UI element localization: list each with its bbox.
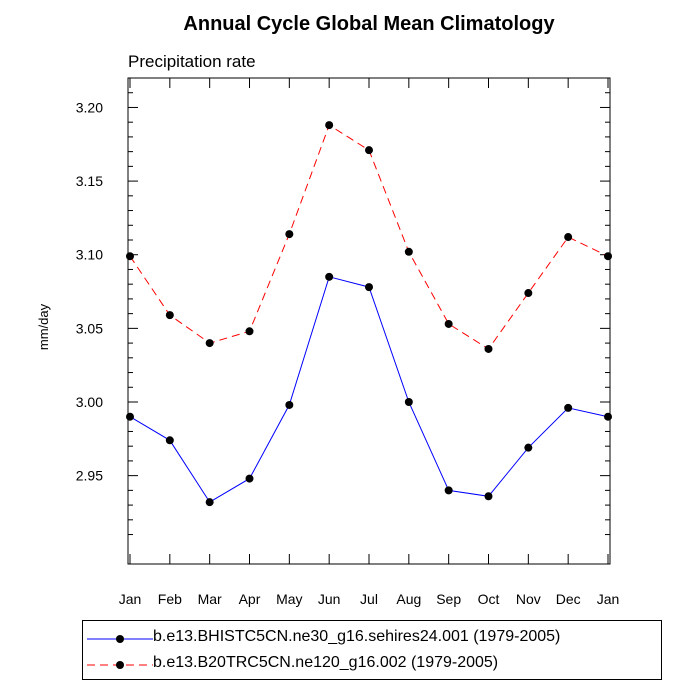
x-tick-label: Jun bbox=[318, 591, 341, 607]
series-1-point bbox=[126, 412, 134, 421]
y-tick-label: 3.05 bbox=[76, 320, 103, 336]
series-2-point bbox=[444, 319, 453, 328]
series-1-point bbox=[245, 474, 254, 483]
x-tick-label: Jul bbox=[360, 591, 378, 607]
series-line-1 bbox=[129, 276, 609, 503]
series-1-point bbox=[484, 492, 493, 501]
series-2-point bbox=[126, 252, 134, 261]
series-1-point bbox=[365, 283, 373, 292]
y-axis-label: mm/day bbox=[36, 303, 51, 350]
series-2-point bbox=[205, 339, 214, 348]
series-1-point bbox=[205, 498, 214, 507]
series-2-point bbox=[484, 344, 493, 353]
y-tick-label: 3.20 bbox=[76, 99, 103, 115]
series-line-2 bbox=[129, 124, 609, 350]
series-1-point bbox=[444, 486, 453, 495]
y-tick-label: 3.10 bbox=[76, 247, 103, 263]
legend-swatch-series-2 bbox=[87, 661, 153, 669]
x-tick-label: May bbox=[276, 591, 302, 607]
series-1-point bbox=[325, 272, 334, 281]
x-tick-label: Sep bbox=[436, 591, 461, 607]
x-tick-label: Mar bbox=[198, 591, 222, 607]
x-tick-label: Aug bbox=[396, 591, 421, 607]
series-2-point bbox=[245, 327, 254, 336]
series-1-point bbox=[524, 443, 533, 452]
series-2-point bbox=[564, 233, 573, 242]
series-2-point bbox=[165, 311, 174, 320]
series-1-point bbox=[404, 398, 413, 406]
x-tick-label: Jan bbox=[597, 591, 620, 607]
legend: b.e13.BHISTC5CN.ne30_g16.sehires24.001 (… bbox=[82, 620, 662, 680]
series-2-point bbox=[604, 252, 612, 261]
legend-entry-series-1: b.e13.BHISTC5CN.ne30_g16.sehires24.001 (… bbox=[83, 625, 661, 651]
series-2-point bbox=[404, 247, 413, 256]
chart-title: Annual Cycle Global Mean Climatology bbox=[183, 13, 555, 35]
legend-label-series-2: b.e13.B20TRC5CN.ne120_g16.002 (1979-2005… bbox=[153, 654, 499, 671]
y-tick-label: 3.15 bbox=[76, 173, 103, 189]
x-tick-label: Feb bbox=[158, 591, 182, 607]
x-tick-label: Jan bbox=[119, 591, 142, 607]
series-1-point bbox=[564, 403, 573, 412]
series-2-point bbox=[325, 121, 334, 130]
series-layer bbox=[126, 121, 612, 507]
chart-subtitle: Precipitation rate bbox=[128, 52, 256, 71]
legend-label-series-1: b.e13.BHISTC5CN.ne30_g16.sehires24.001 (… bbox=[153, 628, 561, 645]
x-tick-label: Oct bbox=[478, 591, 500, 607]
series-2-point bbox=[365, 146, 373, 155]
series-1-point bbox=[165, 436, 174, 445]
y-tick-label: 3.00 bbox=[76, 394, 103, 410]
legend-swatch-series-1 bbox=[87, 635, 153, 643]
series-1-point bbox=[285, 400, 294, 409]
y-tick-label: 2.95 bbox=[76, 468, 103, 484]
series-2-point bbox=[285, 230, 294, 239]
x-tick-label: Nov bbox=[516, 591, 541, 607]
axis-ticks: 3.20 3.15 3.10 3.05 3.00 2.95 Jan Feb Mar Apr May J… bbox=[76, 77, 620, 607]
series-1-point bbox=[604, 412, 612, 421]
legend-entry-series-2: b.e13.B20TRC5CN.ne120_g16.002 (1979-2005… bbox=[83, 651, 661, 677]
x-tick-label: Dec bbox=[556, 591, 581, 607]
x-tick-label: Apr bbox=[239, 591, 261, 607]
series-2-point bbox=[524, 289, 533, 298]
